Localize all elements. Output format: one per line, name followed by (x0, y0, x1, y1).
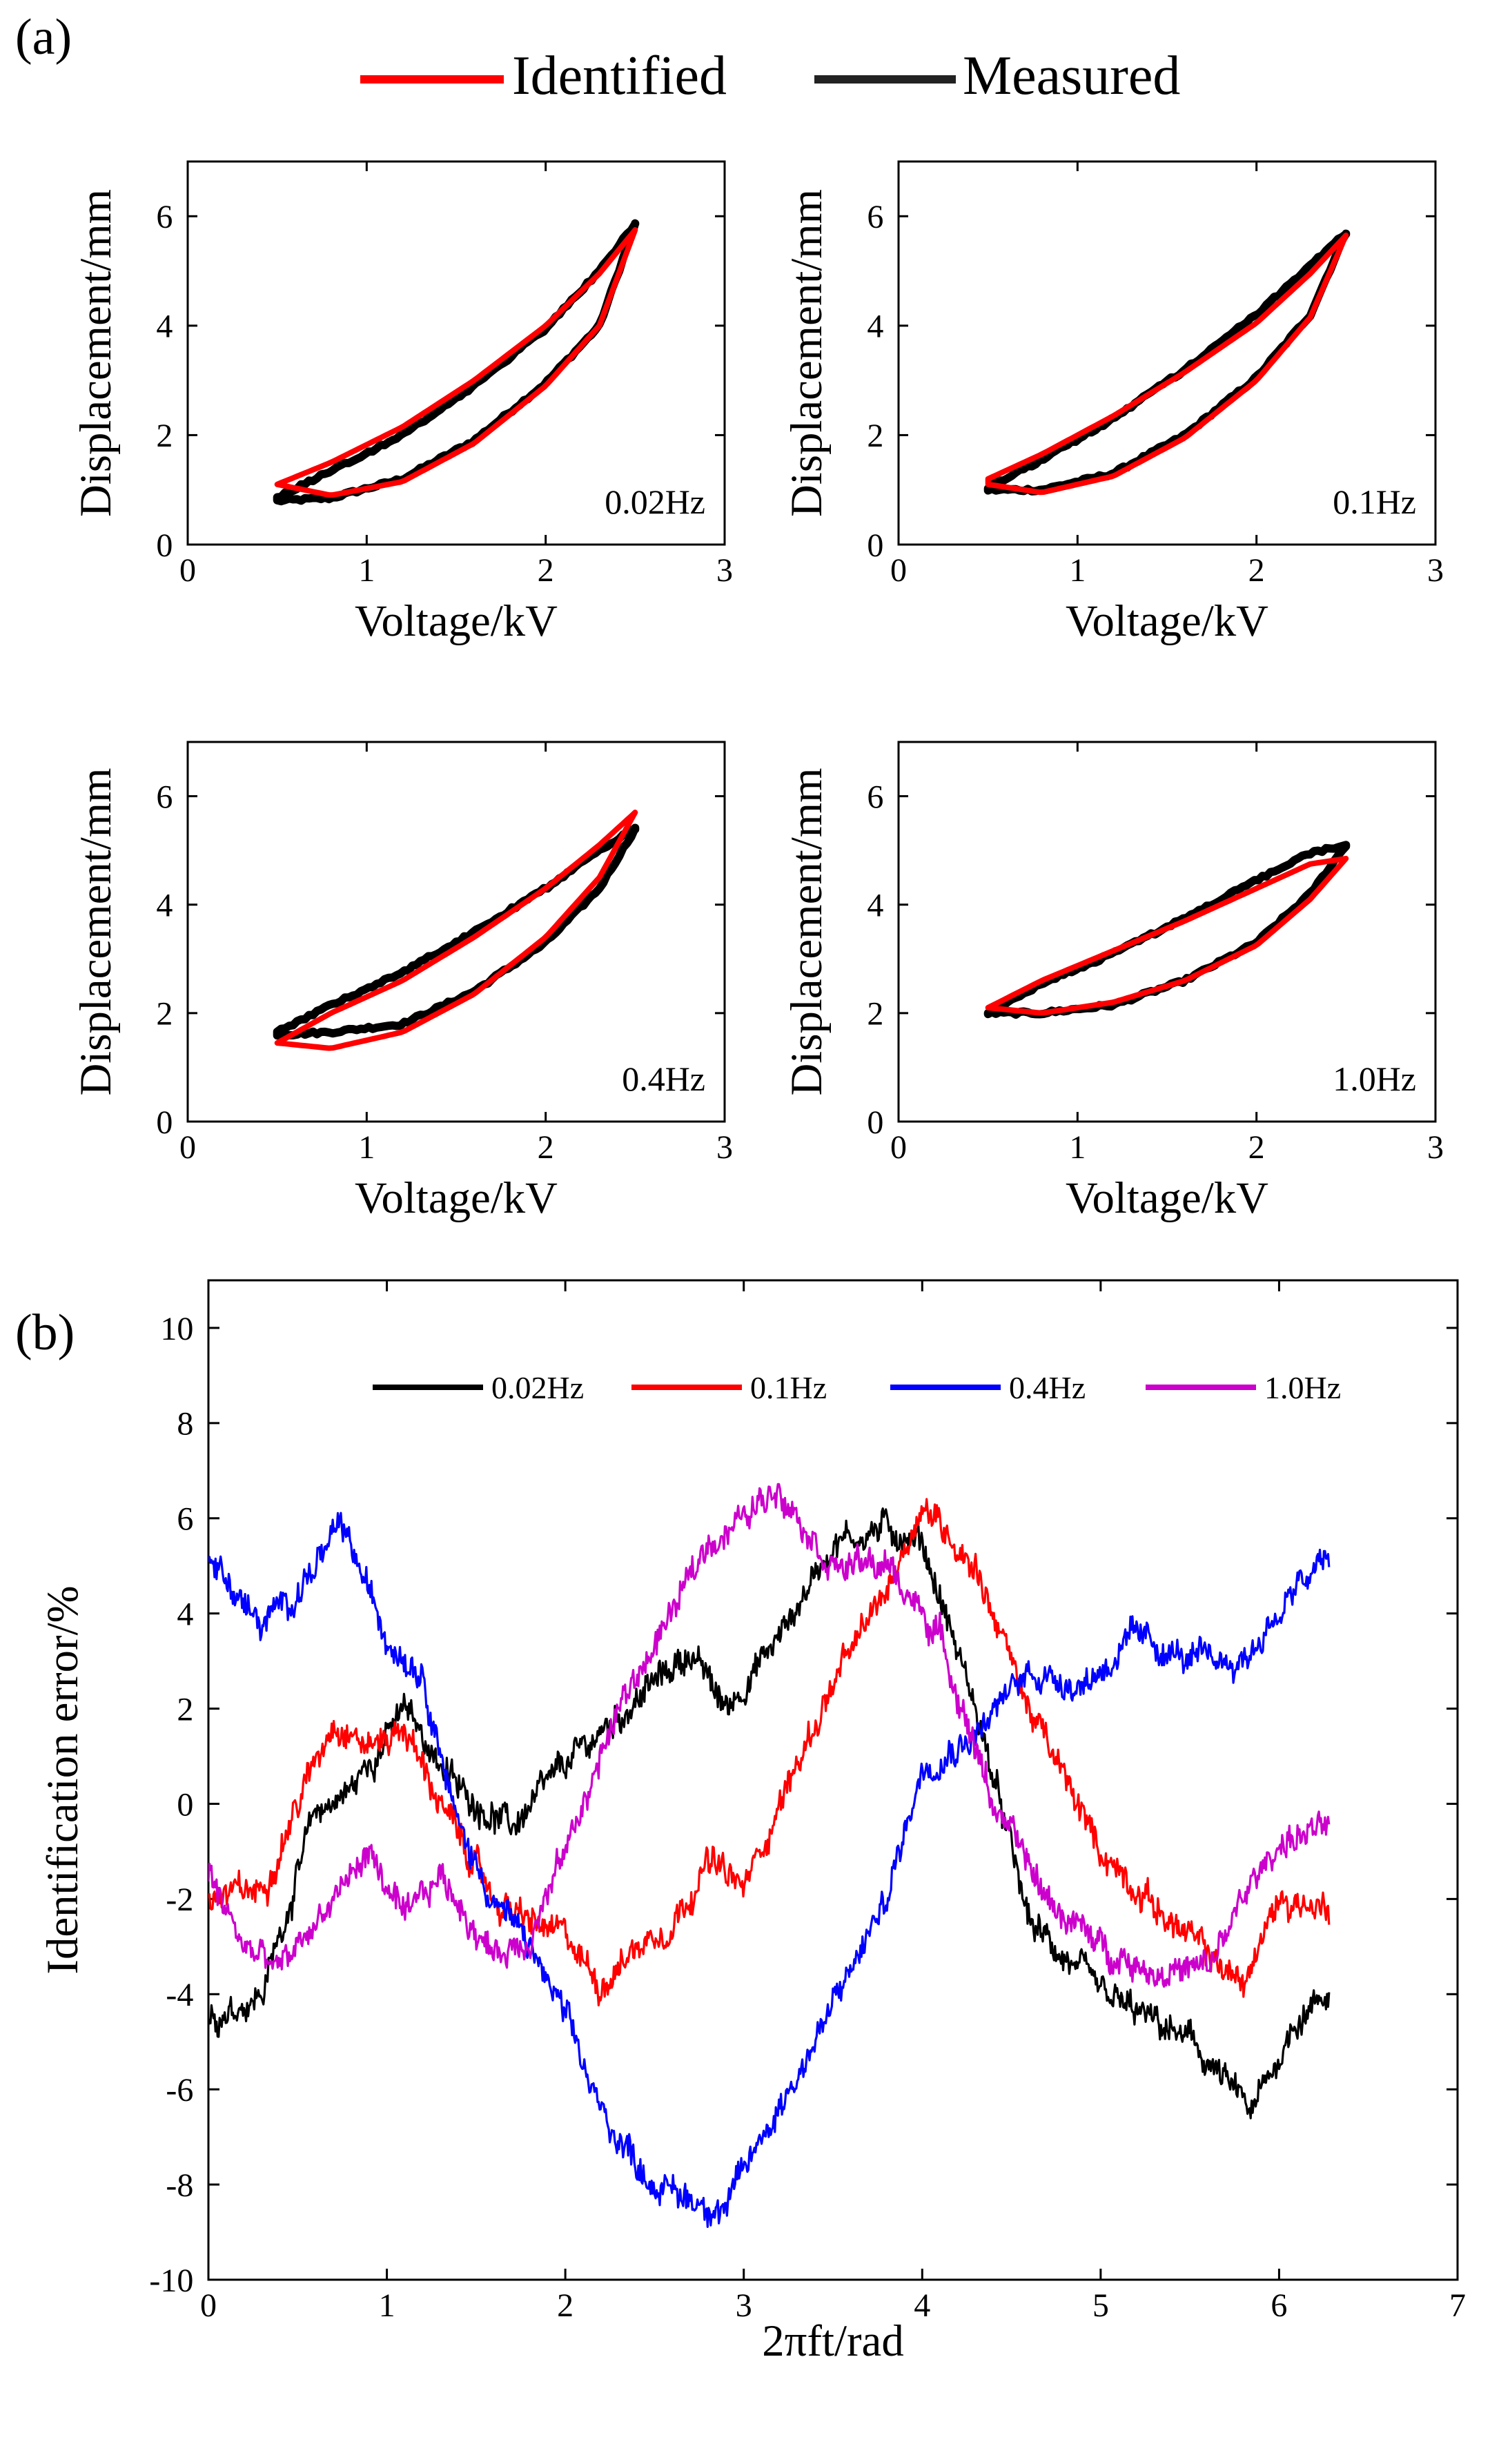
x-tick-label: 3 (1427, 552, 1444, 589)
y-axis-label: Displacement/mm (71, 767, 121, 1095)
identified-loop-line (274, 810, 638, 1051)
y-axis-label: Displacement/mm (71, 189, 121, 517)
x-axis-label: Voltage/kV (1066, 1173, 1268, 1223)
y-tick-label: 6 (867, 779, 883, 815)
plot-frame (207, 1279, 1459, 2281)
legend-top: Identified Measured (360, 46, 1180, 106)
plot-frame (897, 160, 1437, 546)
plot-frame (186, 741, 726, 1123)
y-tick-label: 4 (156, 888, 173, 924)
x-axis-label: Voltage/kV (1066, 596, 1268, 646)
x-tick-label: 1 (1069, 552, 1086, 589)
loop-plot-0-1hz: 0 1 2 3 0 2 4 6 Voltage/kV Displacement/mm 0.1Hz (782, 160, 1444, 646)
y-tick-label: 6 (156, 199, 173, 235)
x-axis-label: Voltage/kV (355, 596, 558, 646)
identified-loop-line (985, 233, 1349, 496)
y-tick-label: 0 (177, 1786, 193, 1823)
y-tick-label: 0 (156, 1104, 173, 1141)
x-tick-label: 5 (1092, 2287, 1109, 2324)
y-tick-label: 0 (156, 527, 173, 564)
panel-label-b: (b) (15, 1304, 75, 1361)
y-tick-label: -8 (166, 2167, 193, 2204)
x-tick-label: 3 (716, 552, 733, 589)
y-tick-label: 2 (867, 996, 883, 1033)
legend-label-0-4hz: 0.4Hz (1009, 1370, 1086, 1405)
x-tick-label: 2 (1248, 552, 1265, 589)
y-tick-label: 4 (156, 309, 173, 345)
frequency-annotation: 1.0Hz (1333, 1059, 1416, 1098)
identified-loop-line (985, 855, 1349, 1016)
error-plot: 0 1 2 3 4 5 6 7 -10 -8 -6 -4 -2 0 2 4 6 8 10 2πft/rad Identi… (38, 1279, 1466, 2366)
y-tick-label: 2 (156, 418, 173, 454)
x-tick-label: 3 (716, 1129, 733, 1166)
plot-frame (897, 741, 1437, 1123)
y-tick-label: 6 (156, 779, 173, 815)
x-tick-label: 0 (890, 552, 907, 589)
x-axis-label: Voltage/kV (355, 1173, 558, 1223)
y-tick-label: 4 (177, 1596, 193, 1632)
plot-frame (186, 160, 726, 546)
error-legend: 0.02Hz 0.1Hz 0.4Hz 1.0Hz (373, 1370, 1341, 1405)
legend-label-measured: Measured (963, 46, 1180, 106)
x-tick-label: 3 (1427, 1129, 1444, 1166)
y-tick-label: 2 (867, 418, 883, 454)
legend-label-identified: Identified (512, 46, 727, 106)
x-tick-label: 0 (179, 552, 196, 589)
panel-label-a: (a) (15, 9, 72, 66)
legend-label-0-1hz: 0.1Hz (750, 1370, 827, 1405)
y-tick-label: 0 (867, 527, 883, 564)
y-tick-label: -4 (166, 1977, 193, 2013)
y-tick-label: -6 (166, 2072, 193, 2109)
identified-loop-line (274, 227, 638, 498)
x-tick-label: 1 (358, 552, 375, 589)
y-tick-label: 10 (160, 1311, 193, 1347)
x-tick-label: 6 (1271, 2287, 1287, 2324)
y-tick-label: 4 (867, 888, 883, 924)
frequency-annotation: 0.1Hz (1333, 482, 1416, 521)
y-axis-label: Identification error/% (38, 1585, 88, 1974)
x-tick-label: 0 (179, 1129, 196, 1166)
x-axis-label: 2πft/rad (762, 2316, 903, 2366)
loop-plot-1-0hz: 0 1 2 3 0 2 4 6 Voltage/kV Displacement/mm 1.0Hz (782, 741, 1444, 1223)
x-tick-label: 2 (1248, 1129, 1265, 1166)
y-tick-label: -2 (166, 1881, 193, 1918)
x-tick-label: 0 (890, 1129, 907, 1166)
x-tick-label: 4 (914, 2287, 930, 2324)
frequency-annotation: 0.02Hz (605, 482, 705, 521)
frequency-annotation: 0.4Hz (622, 1059, 705, 1098)
x-tick-label: 7 (1449, 2287, 1466, 2324)
loop-plot-0-4hz: 0 1 2 3 0 2 4 6 Voltage/kV Displacement/mm 0.4Hz (71, 741, 733, 1223)
x-tick-label: 1 (379, 2287, 395, 2324)
error-series-0-1hz (208, 1498, 1331, 2006)
error-series-0-02hz (208, 1507, 1331, 2120)
y-tick-label: 2 (156, 996, 173, 1033)
x-tick-label: 1 (1069, 1129, 1086, 1166)
x-tick-label: 2 (538, 1129, 554, 1166)
y-tick-label: -10 (149, 2262, 193, 2299)
x-tick-label: 1 (358, 1129, 375, 1166)
y-tick-label: 2 (177, 1691, 193, 1728)
y-tick-label: 6 (867, 199, 883, 235)
legend-label-0-02hz: 0.02Hz (491, 1370, 584, 1405)
x-tick-label: 2 (538, 552, 554, 589)
y-tick-label: 0 (867, 1104, 883, 1141)
legend-label-1-0hz: 1.0Hz (1264, 1370, 1341, 1405)
loop-plot-0-02hz: 0 1 2 3 0 2 4 6 Voltage/kV Displacement/mm 0.02Hz (71, 160, 733, 646)
error-series-0-4hz (208, 1512, 1331, 2228)
x-tick-label: 0 (200, 2287, 217, 2324)
y-axis-label: Displacement/mm (782, 189, 832, 517)
y-tick-label: 4 (867, 309, 883, 345)
measured-loop-line (273, 823, 640, 1040)
x-tick-label: 3 (736, 2287, 752, 2324)
y-axis-label: Displacement/mm (782, 767, 832, 1095)
y-tick-label: 6 (177, 1501, 193, 1538)
y-tick-label: 8 (177, 1406, 193, 1443)
error-series-1-0hz (208, 1483, 1331, 1988)
x-tick-label: 2 (557, 2287, 573, 2324)
